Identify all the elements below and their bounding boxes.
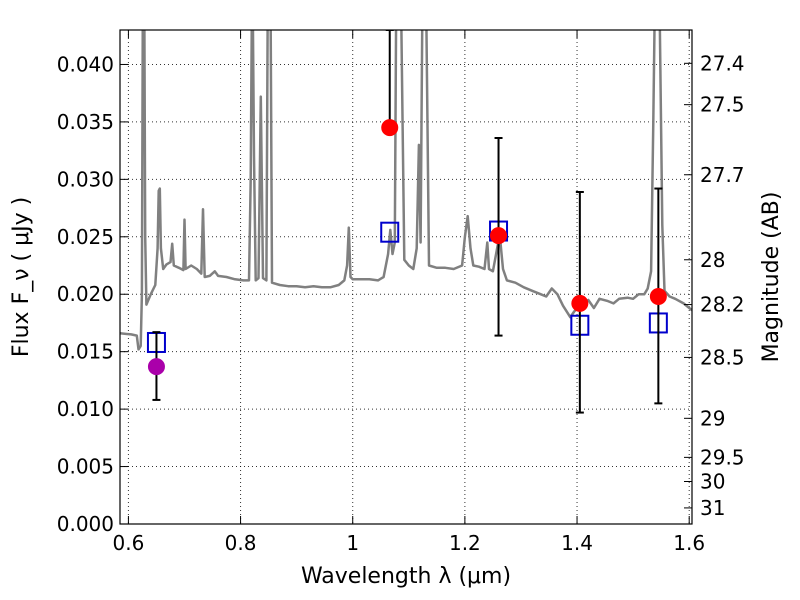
right-tick-label: 30: [700, 469, 725, 493]
y-tick-label: 0.000: [57, 512, 114, 536]
right-tick-label: 28.5: [700, 345, 745, 369]
right-tick-label: 27.7: [700, 163, 745, 187]
x-tick-label: 0.6: [113, 531, 145, 555]
x-tick-label: 1: [346, 531, 359, 555]
y-axis-label: Flux F_ν ( μJy ): [9, 197, 34, 357]
right-tick-label: 27.4: [700, 51, 745, 75]
right-tick-label: 27.5: [700, 93, 745, 117]
plot-frame: [119, 29, 693, 525]
right-tick-label: 28.2: [700, 293, 745, 317]
right-tick-label: 29: [700, 406, 725, 430]
y-tick-label: 0.005: [57, 455, 114, 479]
observation-point: [381, 119, 399, 137]
axes: 0.6 0.8 1 1.2 1.4 1.6 0.000 0.005 0.010 0.015 0.02…: [57, 30, 745, 555]
right-tick-label: 29.5: [700, 445, 745, 469]
data-markers: [146, 30, 668, 414]
y-tick-label: 0.015: [57, 340, 114, 364]
plot-background: [120, 30, 692, 524]
y-tick-label: 0.025: [57, 225, 114, 249]
right-axis-label: Magnitude (AB): [759, 192, 784, 363]
x-tick-label: 1.6: [673, 531, 705, 555]
model-square: [380, 221, 400, 243]
y-tick-label: 0.010: [57, 397, 114, 421]
x-tick-label: 1.4: [561, 531, 593, 555]
right-tick-label: 28: [700, 248, 725, 272]
observation-point: [490, 227, 508, 245]
x-tick-label: 0.8: [225, 531, 257, 555]
y-tick-label: 0.020: [57, 282, 114, 306]
observation-point: [571, 294, 589, 312]
y-tick-label: 0.040: [57, 52, 114, 76]
observation-point: [147, 358, 165, 376]
x-tick-label: 1.2: [449, 531, 481, 555]
y-tick-label: 0.035: [57, 110, 114, 134]
observation-point: [649, 288, 667, 306]
y-tick-label: 0.030: [57, 167, 114, 191]
right-tick-label: 31: [700, 496, 725, 520]
x-axis-label: Wavelength λ (μm): [301, 564, 511, 589]
